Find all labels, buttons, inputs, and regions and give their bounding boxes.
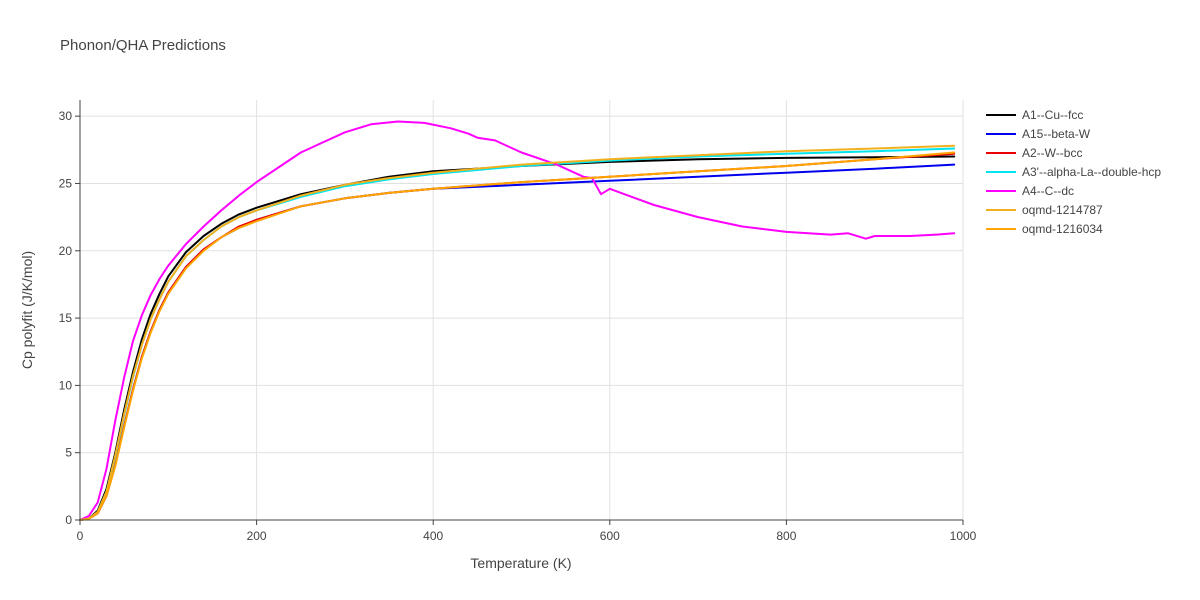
legend-item[interactable]: A2--W--bcc — [986, 146, 1082, 160]
y-ticks: 0 5 10 15 20 25 30 — [59, 109, 80, 527]
y-tick-label: 0 — [65, 513, 72, 527]
y-tick-label: 10 — [59, 378, 73, 392]
axes — [79, 100, 963, 521]
y-tick-label: 30 — [59, 109, 73, 123]
legend-item[interactable]: oqmd-1214787 — [986, 203, 1103, 217]
legend-item[interactable]: A4--C--dc — [986, 184, 1074, 198]
legend-label: A4--C--dc — [1022, 184, 1074, 198]
y-tick-label: 20 — [59, 244, 73, 258]
x-tick-label: 200 — [247, 529, 267, 543]
legend-item[interactable]: oqmd-1216034 — [986, 222, 1103, 236]
x-axis-title: Temperature (K) — [470, 555, 571, 571]
chart-title: Phonon/QHA Predictions — [60, 37, 226, 54]
series-line-6 — [79, 151, 956, 521]
legend-item[interactable]: A1--Cu--fcc — [986, 108, 1083, 122]
legend-item[interactable]: A3'--alpha-La--double-hcp — [986, 165, 1161, 179]
legend-label: oqmd-1216034 — [1022, 222, 1103, 236]
y-tick-label: 5 — [65, 446, 72, 460]
grid — [80, 100, 964, 520]
plot-background — [80, 100, 963, 520]
series-line-5 — [79, 144, 956, 521]
legend-label: oqmd-1214787 — [1022, 203, 1103, 217]
y-tick-label: 25 — [59, 176, 73, 190]
x-tick-label: 0 — [77, 529, 84, 543]
legend-label: A15--beta-W — [1022, 127, 1091, 141]
x-tick-label: 600 — [600, 529, 620, 543]
x-tick-label: 800 — [776, 529, 796, 543]
series-line-4 — [79, 120, 956, 521]
legend: A1--Cu--fcc A15--beta-W A2--W--bcc A3'--alp… — [986, 108, 1161, 236]
y-axis-title: Cp polyfit (J/K/mol) — [19, 251, 35, 369]
legend-item[interactable]: A15--beta-W — [986, 127, 1091, 141]
legend-label: A1--Cu--fcc — [1022, 108, 1083, 122]
x-tick-label: 1000 — [950, 529, 977, 543]
y-tick-label: 15 — [59, 311, 73, 325]
legend-label: A2--W--bcc — [1022, 146, 1082, 160]
x-tick-label: 400 — [423, 529, 443, 543]
series-lines — [79, 120, 956, 521]
x-ticks: 0 200 400 600 800 1000 — [77, 520, 977, 543]
legend-label: A3'--alpha-La--double-hcp — [1022, 165, 1161, 179]
